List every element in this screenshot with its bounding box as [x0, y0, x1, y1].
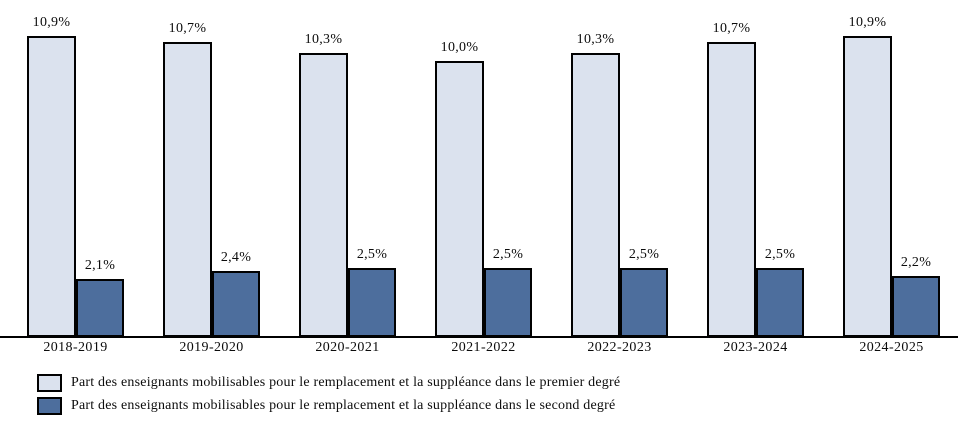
bar-premier-degre — [163, 42, 212, 337]
bar-value-label-premier-degre: 10,9% — [848, 15, 887, 30]
legend-item-second-degre: Part des enseignants mobilisables pour l… — [37, 397, 620, 415]
bar-value-label-premier-degre: 10,0% — [440, 40, 479, 55]
bar-premier-degre — [27, 36, 76, 337]
bar-chart: 10,9% 2,1% 2018-2019 10,7% 2,4% 2019-2020 10,3… — [0, 15, 958, 355]
bar-value-label-second-degre: 2,5% — [628, 247, 660, 262]
bar-value-label-second-degre: 2,5% — [492, 247, 524, 262]
bar-premier-degre — [435, 61, 484, 337]
bar-premier-degre — [843, 36, 892, 337]
bar-second-degre — [756, 268, 804, 337]
legend: Part des enseignants mobilisables pour l… — [37, 374, 620, 415]
category-label: 2023-2024 — [723, 340, 788, 355]
category-label: 2022-2023 — [587, 340, 652, 355]
legend-label-second-degre: Part des enseignants mobilisables pour l… — [71, 398, 616, 413]
legend-swatch-premier-degre — [37, 374, 62, 392]
category-label: 2019-2020 — [179, 340, 244, 355]
legend-item-premier-degre: Part des enseignants mobilisables pour l… — [37, 374, 620, 392]
bar-value-label-premier-degre: 10,3% — [576, 32, 615, 47]
category-label: 2024-2025 — [859, 340, 924, 355]
bar-premier-degre — [707, 42, 756, 337]
category-label: 2018-2019 — [43, 340, 108, 355]
bar-value-label-premier-degre: 10,3% — [304, 32, 343, 47]
bar-value-label-second-degre: 2,2% — [900, 255, 932, 270]
bar-value-label-second-degre: 2,5% — [356, 247, 388, 262]
bar-value-label-premier-degre: 10,7% — [168, 21, 207, 36]
bar-second-degre — [212, 271, 260, 337]
bar-value-label-second-degre: 2,1% — [84, 258, 116, 273]
bar-premier-degre — [571, 53, 620, 337]
legend-label-premier-degre: Part des enseignants mobilisables pour l… — [71, 375, 621, 390]
bar-value-label-premier-degre: 10,9% — [32, 15, 71, 30]
bar-second-degre — [892, 276, 940, 337]
legend-swatch-second-degre — [37, 397, 62, 415]
bar-value-label-second-degre: 2,5% — [764, 247, 796, 262]
bar-second-degre — [620, 268, 668, 337]
bar-second-degre — [484, 268, 532, 337]
bar-premier-degre — [299, 53, 348, 337]
category-label: 2020-2021 — [315, 340, 380, 355]
bar-value-label-premier-degre: 10,7% — [712, 21, 751, 36]
category-label: 2021-2022 — [451, 340, 516, 355]
bar-second-degre — [348, 268, 396, 337]
bar-value-label-second-degre: 2,4% — [220, 250, 252, 265]
x-axis-line — [0, 336, 958, 338]
bar-second-degre — [76, 279, 124, 337]
